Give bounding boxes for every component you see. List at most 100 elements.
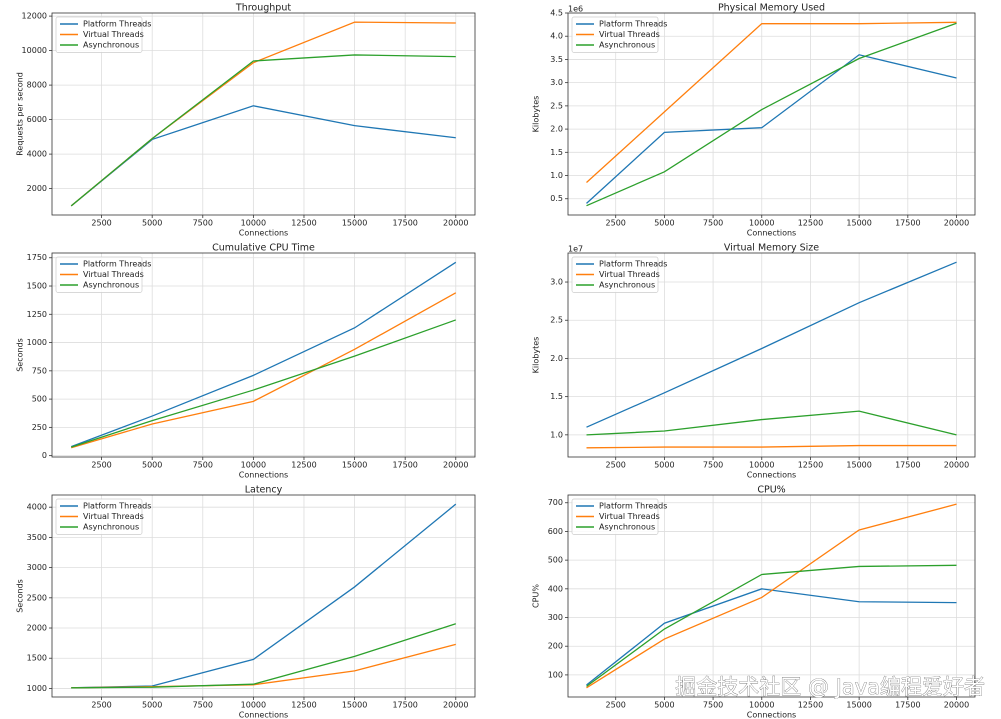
x-tick-label: 2500 <box>91 219 111 228</box>
y-tick-label: 4000 <box>27 503 47 512</box>
y-tick-label: 1000 <box>27 338 47 347</box>
y-tick-label: 4000 <box>27 150 47 159</box>
offset-label: 1e6 <box>568 5 583 14</box>
y-tick-label: 300 <box>548 613 563 622</box>
y-tick-label: 2000 <box>27 184 47 193</box>
legend-label: Virtual Threads <box>83 270 144 279</box>
legend-label: Platform Threads <box>83 20 151 29</box>
x-tick-label: 2500 <box>606 461 626 470</box>
x-axis-label: Connections <box>747 229 796 238</box>
y-tick-label: 3000 <box>27 563 47 572</box>
y-tick-label: 1.0 <box>550 171 563 180</box>
y-tick-label: 500 <box>548 556 563 565</box>
x-tick-label: 17500 <box>895 219 920 228</box>
y-tick-label: 1.5 <box>550 148 563 157</box>
x-tick-label: 2500 <box>606 701 626 710</box>
x-tick-label: 12500 <box>291 461 316 470</box>
x-axis-label: Connections <box>747 711 796 719</box>
x-tick-label: 20000 <box>443 461 468 470</box>
x-tick-label: 20000 <box>443 219 468 228</box>
x-tick-label: 7500 <box>193 219 213 228</box>
chart-title: Physical Memory Used <box>718 3 825 14</box>
y-tick-label: 1500 <box>27 282 47 291</box>
y-axis-label: CPU% <box>532 584 541 608</box>
y-tick-label: 500 <box>32 395 47 404</box>
x-tick-label: 20000 <box>944 461 969 470</box>
x-tick-label: 17500 <box>895 701 920 710</box>
legend-box <box>571 256 659 293</box>
x-tick-label: 17500 <box>392 219 417 228</box>
y-tick-label: 8000 <box>27 81 47 90</box>
y-tick-label: 12000 <box>22 12 47 21</box>
legend-box <box>55 498 143 535</box>
x-tick-label: 20000 <box>944 701 969 710</box>
y-axis-label: Kilobytes <box>532 337 541 374</box>
y-tick-label: 3500 <box>27 533 47 542</box>
y-tick-label: 0 <box>42 451 47 460</box>
x-tick-label: 12500 <box>291 701 316 710</box>
x-tick-label: 12500 <box>798 701 823 710</box>
series-line <box>71 261 457 448</box>
series-line <box>586 54 957 204</box>
y-axis-label: Kilobytes <box>532 96 541 133</box>
x-tick-label: 5000 <box>142 461 162 470</box>
x-tick-label: 17500 <box>392 461 417 470</box>
y-tick-label: 1.0 <box>550 430 563 439</box>
series-line <box>71 292 457 449</box>
legend-label: Platform Threads <box>83 260 151 269</box>
series-line <box>586 22 957 207</box>
x-axis-label: Connections <box>239 229 288 238</box>
x-tick-label: 2500 <box>91 701 111 710</box>
x-tick-label: 10000 <box>241 701 266 710</box>
x-tick-label: 17500 <box>392 701 417 710</box>
y-tick-label: 3.0 <box>550 78 563 87</box>
y-tick-label: 6000 <box>27 115 47 124</box>
x-tick-label: 7500 <box>703 701 723 710</box>
y-axis-label: Requests per second <box>16 72 25 156</box>
series-line <box>586 564 957 687</box>
y-tick-label: 3.5 <box>550 55 563 64</box>
y-tick-label: 2500 <box>27 593 47 602</box>
chart-title: Cumulative CPU Time <box>212 243 315 254</box>
x-tick-label: 7500 <box>703 461 723 470</box>
y-tick-label: 600 <box>548 527 563 536</box>
x-axis-label: Connections <box>747 471 796 480</box>
legend-label: Platform Threads <box>83 502 151 511</box>
series-line <box>71 319 456 448</box>
legend-label: Asynchronous <box>599 523 655 532</box>
x-tick-label: 12500 <box>291 219 316 228</box>
x-tick-label: 5000 <box>654 219 674 228</box>
series-line <box>586 410 957 436</box>
axes-frame <box>567 252 976 458</box>
chart-title: Throughput <box>235 3 291 14</box>
series-line <box>70 54 456 207</box>
y-tick-label: 1250 <box>27 310 47 319</box>
x-tick-label: 10000 <box>749 701 774 710</box>
y-tick-label: 700 <box>548 498 563 507</box>
legend-box <box>571 16 659 53</box>
legend-label: Platform Threads <box>599 260 667 269</box>
y-tick-label: 2.0 <box>550 354 563 363</box>
y-tick-label: 2000 <box>27 624 47 633</box>
y-axis-label: Seconds <box>16 338 25 372</box>
legend-box <box>571 498 659 535</box>
y-tick-label: 4.0 <box>550 32 563 41</box>
chart-title: Virtual Memory Size <box>724 243 819 254</box>
legend-box <box>55 256 143 293</box>
y-tick-label: 750 <box>32 366 47 375</box>
legend-label: Asynchronous <box>599 281 655 290</box>
y-tick-label: 2.5 <box>550 316 563 325</box>
watermark: 掘金技术社区 @ Java编程爱好者 <box>675 675 985 699</box>
x-tick-label: 15000 <box>846 701 871 710</box>
chart-title: Latency <box>245 485 283 496</box>
x-tick-label: 10000 <box>241 461 266 470</box>
x-tick-label: 20000 <box>443 701 468 710</box>
series-line <box>586 261 957 428</box>
axes-frame <box>567 494 976 698</box>
x-tick-label: 7500 <box>703 219 723 228</box>
legend-label: Asynchronous <box>83 41 139 50</box>
chart-title: CPU% <box>757 485 785 496</box>
axes-frame <box>567 12 976 216</box>
legend-label: Asynchronous <box>83 523 139 532</box>
